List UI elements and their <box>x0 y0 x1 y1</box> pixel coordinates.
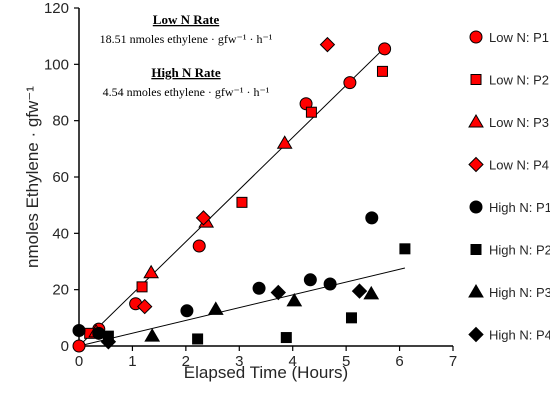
data-point-low-n-p4 <box>137 298 153 315</box>
data-point-high-n-p1 <box>72 324 86 338</box>
data-point-low-n-p2 <box>376 65 388 77</box>
data-point-high-n-p3 <box>363 285 380 300</box>
legend-label-high-n-p1: High N: P1 <box>489 200 550 215</box>
legend-label-high-n-p3: High N: P3 <box>489 285 550 300</box>
x-tick-label: 0 <box>75 353 83 370</box>
data-point-low-n-p3 <box>276 135 293 149</box>
data-point-low-n-p3 <box>143 264 159 279</box>
legend-label-high-n-p2: High N: P2 <box>489 243 550 258</box>
data-point-high-n-p2 <box>399 243 411 255</box>
legend-label-low-n-p2: Low N: P2 <box>489 73 549 88</box>
legend-marker-low-n-p4 <box>468 156 484 173</box>
data-point-high-n-p1 <box>303 273 317 287</box>
x-tick-label: 2 <box>182 353 190 370</box>
legend-marker-low-n-p3 <box>468 114 484 128</box>
legend-label-low-n-p4: Low N: P4 <box>489 158 549 173</box>
data-point-low-n-p1 <box>192 239 206 253</box>
y-tick-label: 20 <box>52 282 69 299</box>
data-point-low-n-p4 <box>319 36 336 53</box>
x-tick-label: 1 <box>128 353 136 370</box>
y-tick-label: 40 <box>52 225 69 242</box>
data-point-high-n-p1 <box>323 277 337 291</box>
y-tick-label: 120 <box>44 0 69 17</box>
x-tick-label: 5 <box>342 353 350 370</box>
high-n-rate-value: 4.54 nmoles ethylene · gfw⁻¹ · h⁻¹ <box>103 85 270 99</box>
legend-marker-low-n-p2 <box>470 74 482 85</box>
trendline-low-n <box>79 47 385 346</box>
trendline-high-n <box>79 267 406 347</box>
data-point-low-n-p2 <box>136 281 148 293</box>
data-point-high-n-p3 <box>286 292 303 307</box>
y-tick-label: 100 <box>44 56 69 73</box>
legend-label-high-n-p4: High N: P4 <box>489 328 550 343</box>
data-point-high-n-p2 <box>192 333 204 345</box>
low-n-rate-value: 18.51 nmoles ethylene · gfw⁻¹ · h⁻¹ <box>100 32 273 46</box>
trendlines <box>79 47 406 347</box>
legend-marker-high-n-p4 <box>468 326 484 343</box>
low-n-rate-heading: Low N Rate <box>153 12 220 27</box>
legend-marker-high-n-p1 <box>469 200 483 214</box>
data-point-high-n-p4 <box>100 334 117 350</box>
data-point-high-n-p4 <box>351 283 368 299</box>
y-tick-label: 0 <box>61 338 69 355</box>
legend: Low N: P1 Low N: P2 Low N: P3 Low N: P4 High… <box>468 30 550 343</box>
x-tick-label: 6 <box>395 353 403 370</box>
y-ticks: 0 20 40 60 80 100 120 <box>44 0 79 355</box>
x-tick-label: 4 <box>289 353 297 370</box>
data-point-high-n-p3 <box>144 328 161 342</box>
legend-marker-high-n-p3 <box>468 284 484 298</box>
x-tick-label: 3 <box>235 353 243 370</box>
data-point-low-n-p1 <box>72 339 86 353</box>
plot-area: 0 1 2 3 4 5 6 7 0 20 40 60 80 100 120 <box>44 0 457 370</box>
legend-label-low-n-p3: Low N: P3 <box>489 115 549 130</box>
x-axis-title: Elapsed Time (Hours) <box>184 363 348 382</box>
data-point-high-n-p2 <box>345 312 357 324</box>
x-ticks: 0 1 2 3 4 5 6 7 <box>75 346 457 370</box>
y-tick-label: 60 <box>52 169 69 186</box>
y-axis-title: nmoles Ethylene · gfw⁻¹ <box>23 86 42 268</box>
data-point-low-n-p2 <box>305 106 317 118</box>
data-point-high-n-p1 <box>180 304 194 318</box>
rate-annotations: Low N Rate 18.51 nmoles ethylene · gfw⁻¹… <box>100 12 273 99</box>
data-point-low-n-p1 <box>378 42 392 56</box>
data-point-low-n-p2 <box>236 196 248 208</box>
legend-marker-high-n-p2 <box>470 244 482 255</box>
data-point-high-n-p3 <box>207 301 224 315</box>
legend-marker-low-n-p1 <box>469 30 483 44</box>
legend-label-low-n-p1: Low N: P1 <box>489 30 549 45</box>
high-n-rate-heading: High N Rate <box>151 65 221 80</box>
x-tick-label: 7 <box>449 353 457 370</box>
data-point-high-n-p1 <box>252 281 266 295</box>
data-point-high-n-p4 <box>270 284 286 301</box>
data-point-high-n-p2 <box>280 332 292 344</box>
data-point-low-n-p4 <box>195 210 212 226</box>
data-point-high-n-p1 <box>365 211 379 225</box>
data-points <box>72 36 411 353</box>
data-point-low-n-p1 <box>343 76 357 90</box>
y-tick-label: 80 <box>52 113 69 130</box>
